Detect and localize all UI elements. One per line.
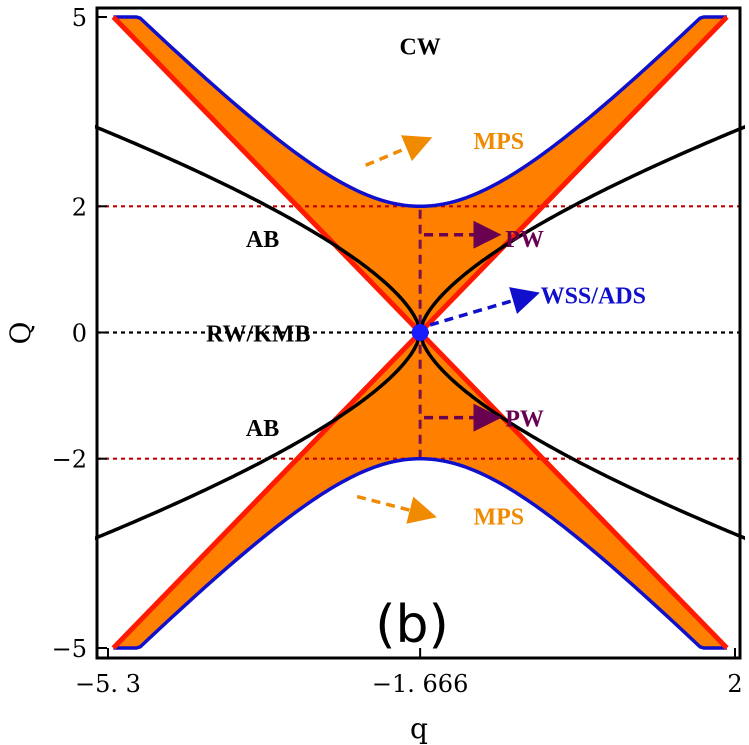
blue-boundary-top	[113, 15, 727, 209]
blue-boundary-bottom	[113, 456, 727, 650]
annotation-label-6: RW/KMB	[206, 322, 310, 348]
black-curve-2	[418, 124, 745, 333]
plot-frame: 5 2 0 −2 −5 −5. 3 −1. 666 2 q Q	[4, 4, 743, 745]
black-curve-4	[418, 332, 745, 541]
y-tick-label-5: −5	[52, 635, 87, 663]
x-axis-label: q	[410, 712, 428, 745]
x-tick-label-1: −5. 3	[75, 670, 141, 698]
wss-ads-point	[411, 324, 429, 341]
x-tick-label-3: 2	[727, 670, 742, 698]
plot-area	[95, 15, 745, 650]
annotation-label-8: PW	[505, 407, 544, 433]
annotation-label-2: MPS	[473, 129, 524, 155]
panel-label: (b)	[375, 595, 449, 655]
annotation-arrow-9	[356, 494, 437, 524]
y-tick-label-3: 0	[72, 320, 87, 348]
annotation-arrow-2	[364, 135, 433, 167]
red-boundary-1	[111, 15, 422, 335]
black-curve-3	[95, 332, 422, 541]
y-tick-label-1: 5	[72, 4, 87, 32]
annotation-label-1: CW	[399, 34, 440, 60]
annotation-label-9: MPS	[473, 504, 524, 530]
annotation-label-4: PW	[505, 227, 544, 253]
annotation-arrow-5	[429, 287, 540, 327]
red-boundary-4	[418, 330, 729, 650]
red-boundary-2	[418, 15, 729, 335]
annotation-layer: CW MPS AB PW WSS/ADS RW/KMB AB PW MPS (b)	[206, 34, 646, 655]
black-curve-1	[95, 124, 422, 333]
orange-region-top	[113, 17, 727, 333]
red-boundary-3	[111, 330, 422, 650]
annotation-label-5: WSS/ADS	[541, 284, 646, 310]
annotation-label-7: AB	[246, 416, 279, 442]
y-tick-label-2: 2	[72, 193, 87, 221]
y-tick-label-4: −2	[52, 446, 87, 474]
annotation-label-3: AB	[246, 227, 279, 253]
y-axis-label: Q	[4, 322, 37, 345]
x-tick-label-2: −1. 666	[372, 670, 468, 698]
